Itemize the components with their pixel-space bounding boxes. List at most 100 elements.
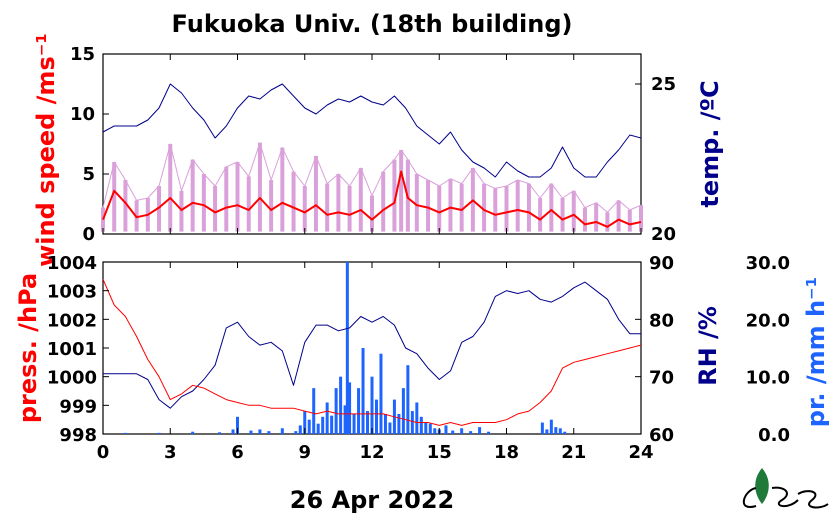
precip-bar — [231, 429, 235, 434]
press-tick-label: 1002 — [47, 310, 97, 331]
logo-swirl-icon — [743, 486, 829, 509]
precip-bar — [549, 419, 553, 434]
wind-tick-label: 5 — [82, 164, 95, 185]
rh-tick-label: 90 — [649, 253, 674, 274]
top-panel: 0 5 10 15 20 25 wind speed /ms⁻¹ temp. /ºC — [32, 33, 724, 267]
press-tick-label: 1001 — [47, 339, 97, 360]
rh-axis-label: RH /% — [694, 306, 722, 386]
wind-speed-raw-line — [102, 142, 642, 213]
precip-bar — [298, 425, 302, 434]
precip-bar — [218, 432, 222, 434]
precip-bar — [388, 422, 392, 434]
precip-bar — [563, 431, 567, 434]
precip-bar — [236, 416, 239, 434]
precip-bar — [325, 402, 329, 434]
press-tick-label: 1004 — [47, 253, 97, 274]
precip-tick-label: 0.0 — [758, 425, 790, 446]
precip-bar — [397, 413, 401, 434]
press-axis-label: press. /hPa — [14, 273, 42, 423]
precip-bar — [383, 413, 387, 434]
precip-bar — [343, 405, 347, 434]
precip-bar — [374, 399, 378, 434]
precip-bar — [345, 262, 349, 434]
rh-tick-label: 60 — [649, 425, 674, 446]
bottom-lines-group — [102, 279, 642, 426]
wind-speed-raw-series — [101, 142, 643, 232]
precip-bar — [357, 388, 361, 434]
x-tick-label: 18 — [494, 442, 519, 463]
university-logo — [743, 468, 829, 509]
x-tick-label: 15 — [427, 442, 452, 463]
press-tick-label: 998 — [59, 425, 97, 446]
precip-bar — [558, 428, 562, 434]
x-tick-label: 9 — [298, 442, 311, 463]
precip-tick-label: 30.0 — [746, 253, 790, 274]
precip-bar — [123, 432, 127, 434]
precip-bar — [267, 431, 271, 434]
press-tick-label: 1000 — [47, 368, 97, 389]
top-ticks-group: 0 5 10 15 20 25 — [70, 44, 676, 245]
precip-bar — [410, 411, 414, 434]
temp-axis-label: temp. /ºC — [696, 80, 724, 207]
rh-tick-label: 70 — [649, 368, 674, 389]
bottom-panel: 99899910001001100210031004607080900.010.… — [14, 253, 830, 463]
precip-bar — [339, 376, 343, 434]
precip-bar — [361, 348, 365, 434]
precip-tick-label: 10.0 — [746, 368, 790, 389]
temperature-line — [102, 83, 642, 178]
precip-bar — [401, 388, 405, 434]
top-lines-group — [102, 83, 642, 228]
precip-bar — [258, 429, 262, 434]
precip-bar — [406, 365, 410, 434]
x-tick-label: 6 — [231, 442, 244, 463]
humidity-line — [103, 281, 641, 409]
precip-bar — [424, 422, 428, 434]
precip-bar — [191, 431, 195, 434]
rh-tick-label: 80 — [649, 310, 674, 331]
pressure-line — [102, 279, 642, 426]
wind-tick-label: 10 — [70, 104, 95, 125]
precip-bar — [554, 427, 558, 434]
precip-bar — [444, 425, 448, 434]
wind-speed-mean-line — [102, 170, 642, 228]
x-tick-label: 24 — [628, 442, 653, 463]
bottom-ticks-group: 99899910001001100210031004607080900.010.… — [47, 253, 790, 463]
precip-bar — [487, 431, 491, 434]
precip-bar — [415, 402, 419, 434]
precip-bar — [330, 415, 334, 434]
precip-bar — [370, 376, 374, 434]
precip-bar — [460, 428, 464, 434]
logo-leaf-icon — [755, 468, 769, 504]
precip-bar — [312, 388, 316, 434]
precip-bar — [316, 423, 320, 434]
precip-bar — [280, 428, 284, 434]
precip-bar — [478, 427, 482, 434]
precip-bar — [428, 423, 432, 434]
precip-bar — [451, 430, 455, 434]
precip-bar — [419, 416, 423, 434]
press-tick-label: 999 — [59, 396, 97, 417]
precip-bar — [352, 413, 356, 434]
precip-bar — [545, 429, 549, 434]
press-tick-label: 1003 — [47, 282, 97, 303]
precip-bar — [307, 419, 311, 434]
precip-bar — [433, 428, 437, 434]
precip-bar — [366, 411, 370, 434]
wind-tick-label: 15 — [70, 44, 95, 65]
precip-bar — [321, 416, 325, 434]
precip-bar — [157, 432, 161, 434]
precip-bar — [469, 431, 473, 434]
precip-axis-label: pr. /mm h⁻¹ — [802, 277, 830, 427]
precip-bar — [303, 411, 307, 434]
x-tick-label: 3 — [164, 442, 177, 463]
date-label: 26 Apr 2022 — [290, 486, 455, 514]
wind-tick-label: 0 — [82, 224, 95, 245]
temp-tick-label: 25 — [651, 74, 676, 95]
x-tick-label: 0 — [97, 442, 110, 463]
precip-bars-group — [123, 262, 567, 434]
precip-bar — [334, 388, 338, 434]
precip-bar — [249, 430, 253, 434]
precip-bar — [379, 353, 383, 434]
precip-bar — [294, 431, 298, 434]
wind-axis-label: wind speed /ms⁻¹ — [32, 33, 60, 267]
